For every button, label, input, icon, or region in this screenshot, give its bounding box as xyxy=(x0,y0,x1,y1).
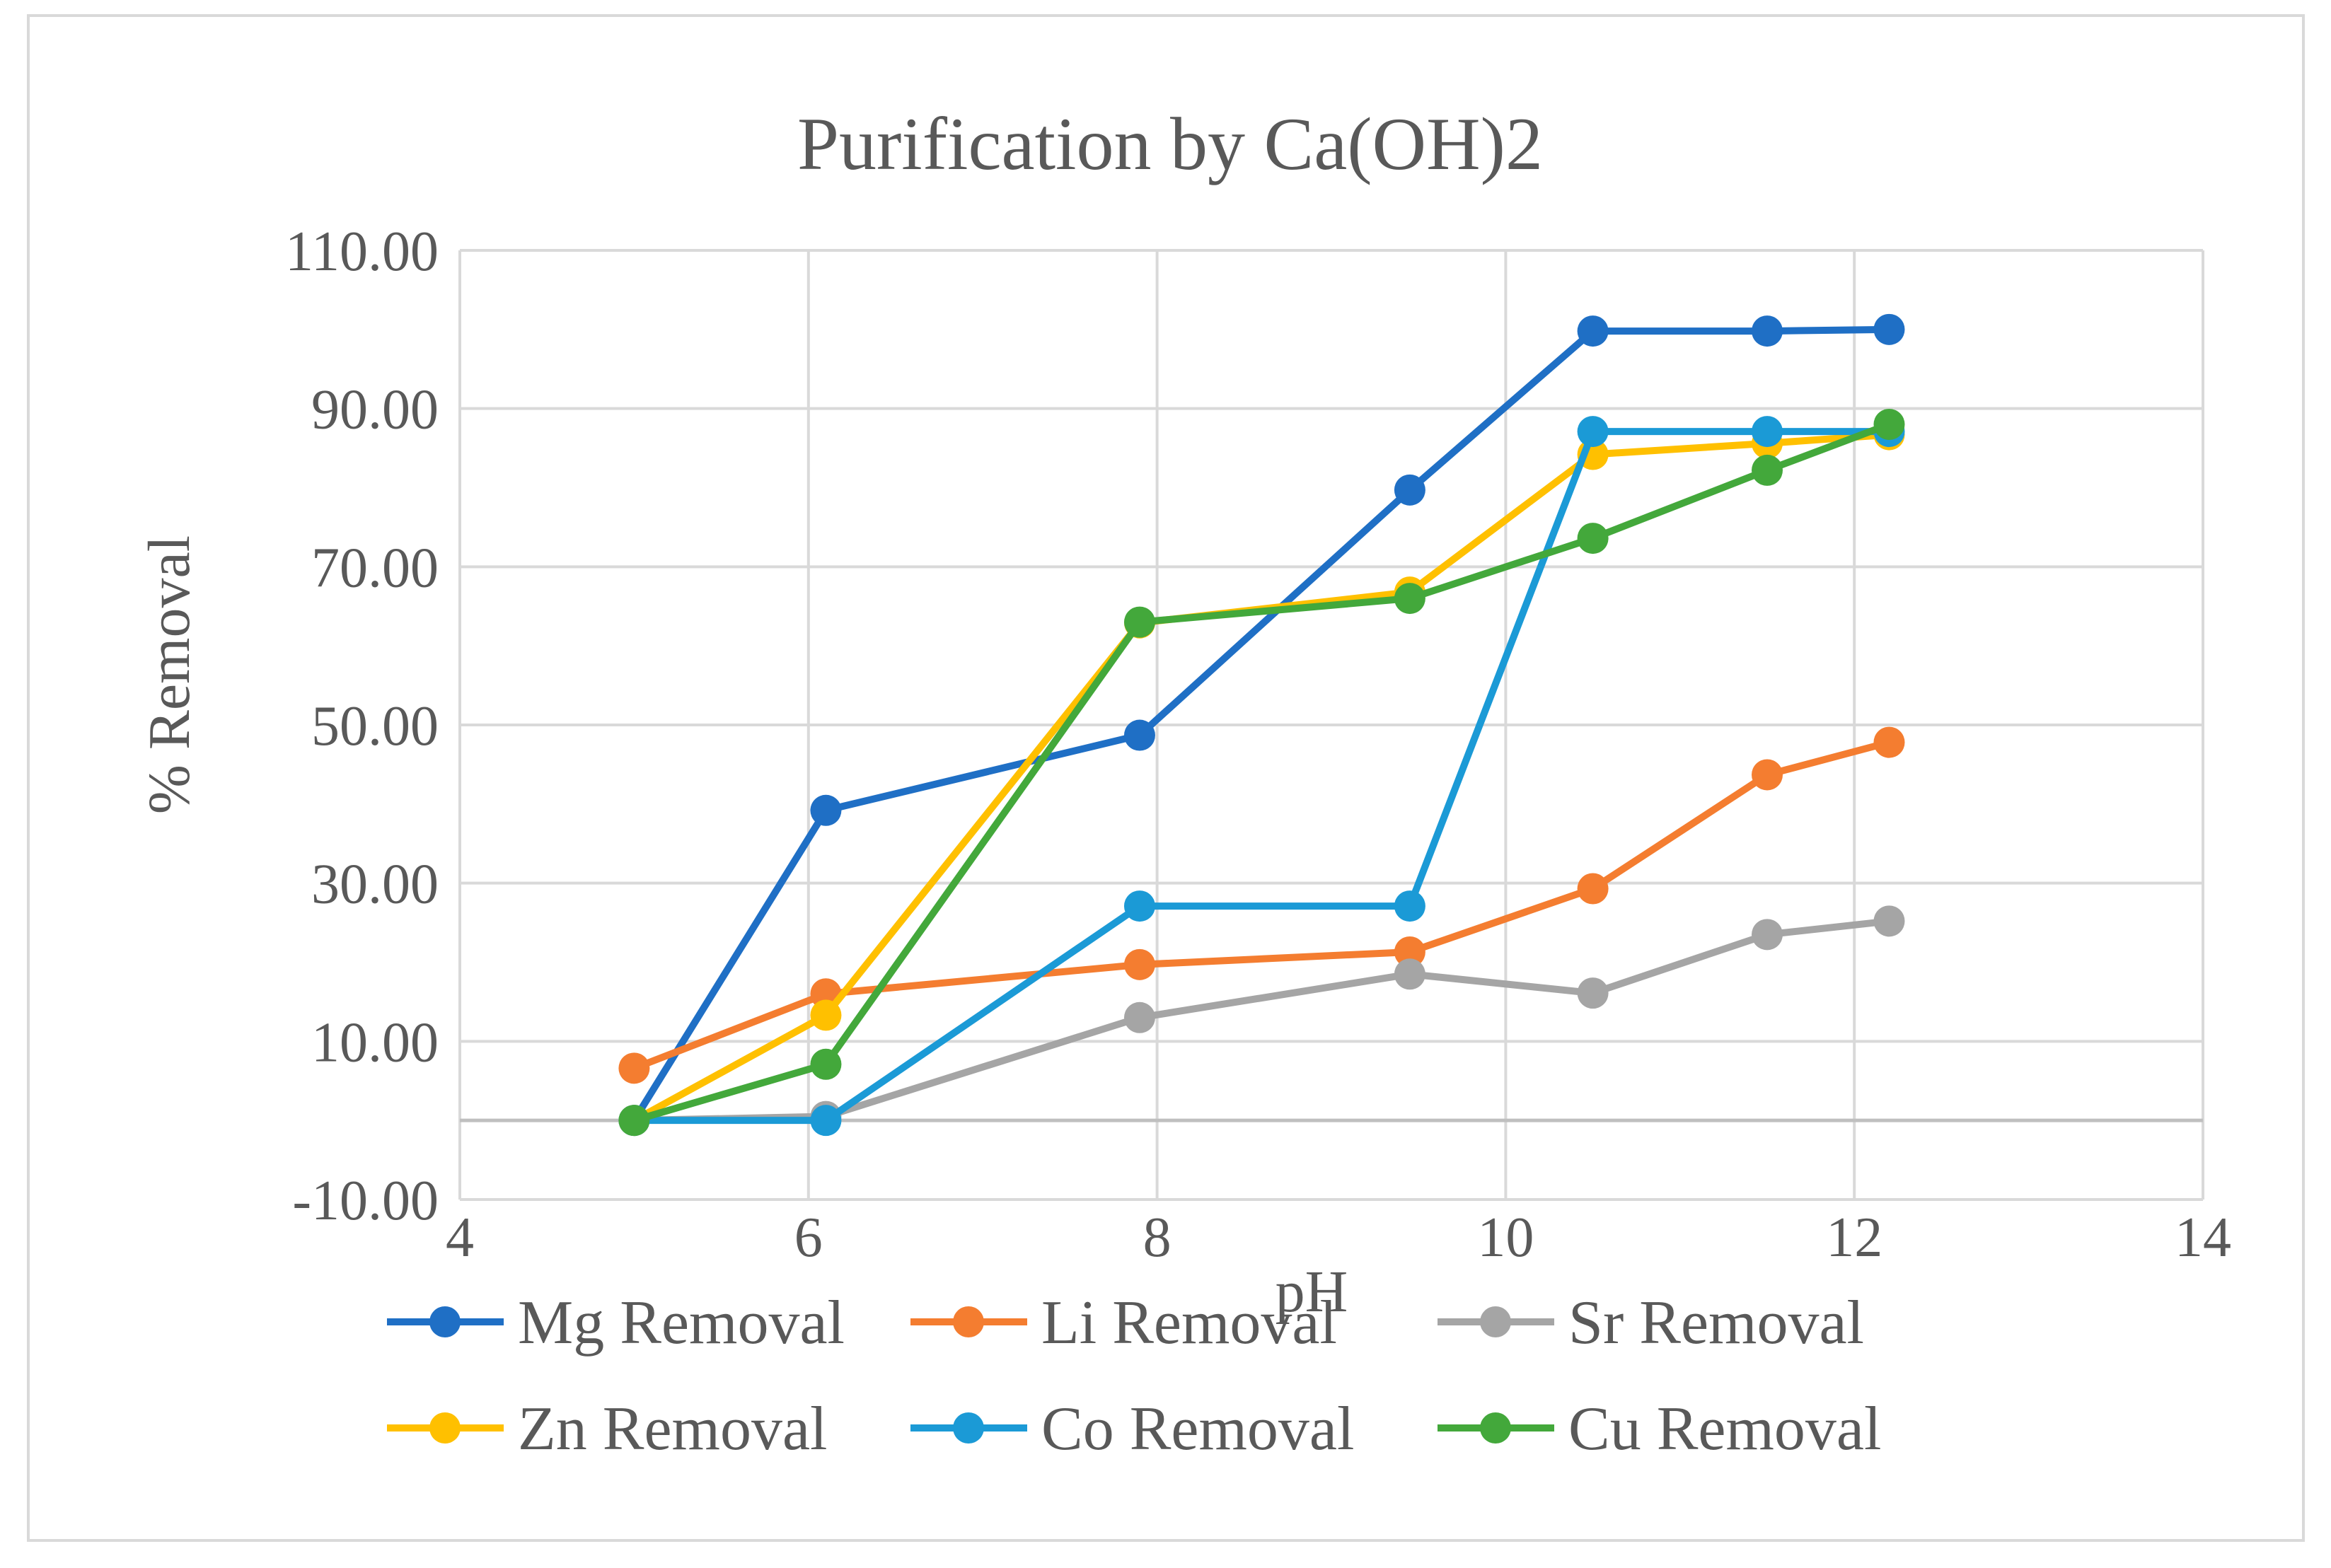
data-point-0-5 xyxy=(1752,315,1783,347)
x-tick-label-3: 10 xyxy=(1477,1207,1534,1269)
data-point-2-4 xyxy=(1577,977,1609,1009)
chart-title: Purification by Ca(OH)2 xyxy=(797,103,1543,185)
data-point-4-2 xyxy=(1123,890,1155,922)
data-point-4-5 xyxy=(1752,416,1783,448)
y-tick-label-6: 110.00 xyxy=(285,221,439,283)
legend-item-3: Zn Removal xyxy=(387,1395,827,1463)
legend-marker-1 xyxy=(953,1306,984,1337)
data-point-0-3 xyxy=(1394,474,1425,506)
y-tick-label-5: 90.00 xyxy=(311,379,439,441)
data-point-1-4 xyxy=(1577,873,1609,905)
x-tick-label-1: 6 xyxy=(794,1207,823,1269)
legend-label-4: Co Removal xyxy=(1041,1395,1354,1463)
data-point-3-1 xyxy=(810,999,842,1031)
y-tick-label-0: -10.00 xyxy=(292,1170,439,1232)
data-point-2-2 xyxy=(1123,1001,1155,1033)
x-tick-label-0: 4 xyxy=(446,1207,474,1269)
legend-label-3: Zn Removal xyxy=(518,1395,827,1463)
data-point-4-4 xyxy=(1577,416,1609,448)
x-tick-label-5: 14 xyxy=(2175,1207,2231,1269)
data-point-5-0 xyxy=(618,1105,650,1137)
data-point-2-6 xyxy=(1873,905,1905,937)
legend-marker-2 xyxy=(1480,1306,1511,1337)
legend-item-0: Mg Removal xyxy=(387,1289,845,1357)
series-4 xyxy=(618,416,1905,1137)
y-axis-title: % Removal xyxy=(137,535,202,814)
legend-marker-4 xyxy=(953,1412,984,1444)
series-3 xyxy=(618,419,1905,1137)
data-point-0-6 xyxy=(1873,313,1905,345)
y-tick-label-4: 70.00 xyxy=(311,537,439,599)
chart-frame: Purification by Ca(OH)2 4 6 8 10 12 14 -10.00 1… xyxy=(27,14,2305,1542)
data-point-0-4 xyxy=(1577,315,1609,347)
legend-marker-3 xyxy=(429,1412,461,1444)
x-tick-label-4: 12 xyxy=(1826,1207,1882,1269)
legend-marker-0 xyxy=(429,1306,461,1337)
legend-label-5: Cu Removal xyxy=(1568,1395,1881,1463)
data-point-5-6 xyxy=(1873,409,1905,441)
data-point-1-0 xyxy=(618,1052,650,1084)
legend-label-2: Sr Removal xyxy=(1568,1289,1864,1357)
grid-lines xyxy=(458,249,2204,1201)
data-point-4-3 xyxy=(1394,890,1425,922)
legend-item-1: Li Removal xyxy=(910,1289,1337,1357)
legend-item-5: Cu Removal xyxy=(1438,1395,1881,1463)
legend-label-1: Li Removal xyxy=(1041,1289,1337,1357)
data-point-5-3 xyxy=(1394,583,1425,615)
y-tick-label-1: 10.00 xyxy=(311,1011,439,1074)
legend-item-2: Sr Removal xyxy=(1438,1289,1864,1357)
data-point-5-4 xyxy=(1577,523,1609,554)
series-5 xyxy=(618,409,1905,1137)
series-1 xyxy=(618,726,1905,1084)
data-point-0-1 xyxy=(810,794,842,826)
chart-svg: Purification by Ca(OH)2 4 6 8 10 12 14 -10.00 1… xyxy=(137,103,2231,1463)
y-tick-label-2: 30.00 xyxy=(311,854,439,916)
data-point-2-3 xyxy=(1394,958,1425,990)
y-tick-label-3: 50.00 xyxy=(311,695,439,757)
legend-item-4: Co Removal xyxy=(910,1395,1354,1463)
legend: Mg Removal Li Removal Sr Removal Zn Removal… xyxy=(387,1289,1881,1463)
data-point-5-5 xyxy=(1752,454,1783,486)
data-point-2-5 xyxy=(1752,919,1783,951)
x-tick-label-2: 8 xyxy=(1143,1207,1172,1269)
data-point-4-1 xyxy=(810,1105,842,1137)
data-point-1-6 xyxy=(1873,726,1905,758)
data-point-5-2 xyxy=(1123,606,1155,638)
legend-label-0: Mg Removal xyxy=(518,1289,845,1357)
data-point-1-3 xyxy=(1394,936,1425,968)
data-point-0-2 xyxy=(1123,719,1155,751)
data-point-1-2 xyxy=(1123,948,1155,980)
series-layer xyxy=(618,313,1905,1137)
tick-labels: 4 6 8 10 12 14 -10.00 10.00 30.00 50.00 70.00 90.00… xyxy=(285,221,2231,1269)
data-point-5-1 xyxy=(810,1048,842,1080)
data-point-1-5 xyxy=(1752,759,1783,791)
legend-marker-5 xyxy=(1480,1412,1511,1444)
x-axis-title: pH xyxy=(1276,1259,1348,1325)
